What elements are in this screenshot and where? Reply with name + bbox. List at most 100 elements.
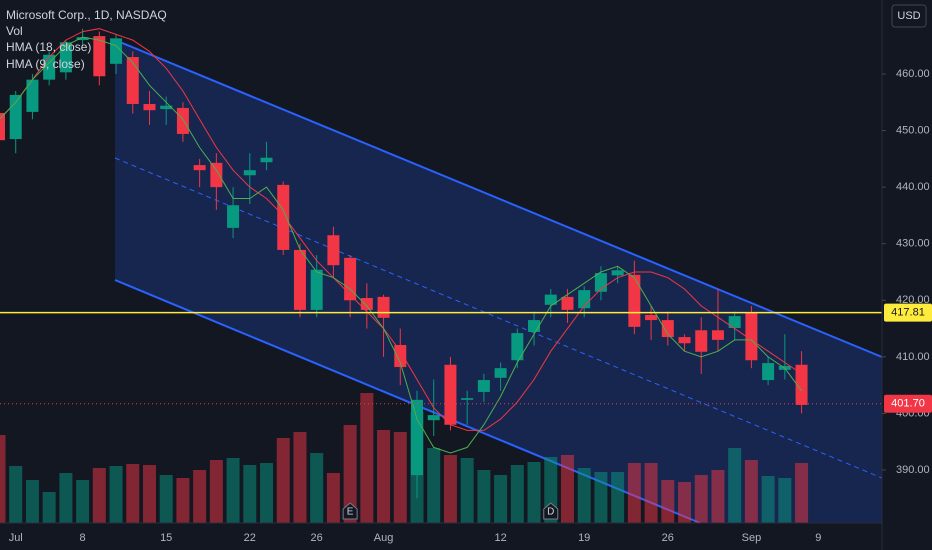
candle-body	[310, 269, 323, 310]
volume-bar	[594, 472, 608, 523]
price-label: 401.70	[891, 398, 925, 410]
volume-bar	[611, 472, 625, 523]
volume-bar	[109, 466, 123, 523]
candle-body	[645, 314, 658, 321]
x-tick-label: 22	[244, 532, 256, 544]
event-label: E	[347, 507, 354, 518]
volume-bar	[460, 458, 474, 523]
volume-bar	[176, 478, 190, 523]
volume-bar	[25, 480, 39, 523]
volume-bar	[293, 432, 307, 523]
price-label: 417.81	[891, 307, 925, 319]
volume-bar	[761, 476, 775, 523]
candle-body	[477, 380, 490, 392]
channel-upper	[114, 39, 883, 358]
candle-body	[511, 333, 524, 361]
regression-channel	[114, 39, 883, 524]
legend-hma9: HMA (9, close)	[6, 57, 85, 71]
candle-body	[427, 415, 440, 421]
candle-body	[711, 330, 724, 340]
channel-mid	[114, 157, 883, 479]
y-tick-label: 420.00	[896, 294, 930, 306]
volume-bar	[260, 463, 274, 523]
hma-line	[0, 28, 802, 431]
candle-body	[93, 36, 106, 77]
volume-bar	[678, 482, 692, 523]
candle-body	[611, 270, 624, 276]
legend-title: Microsoft Corp., 1D, NASDAQ	[6, 8, 167, 22]
candle-body	[26, 79, 39, 112]
candle-body	[795, 364, 808, 405]
x-tick-label: 8	[80, 532, 86, 544]
currency[interactable]: USD	[897, 10, 920, 22]
volume-bar	[527, 462, 541, 523]
volume-bar	[661, 480, 675, 523]
candle-body	[360, 298, 373, 310]
x-tick-label: Aug	[374, 532, 394, 544]
candle-body	[461, 398, 474, 400]
volume-bar	[778, 478, 792, 523]
candle-body	[444, 364, 457, 425]
candle-body	[628, 274, 641, 327]
volume-pane	[0, 393, 809, 523]
candle-body	[578, 290, 591, 309]
volume-bar	[728, 448, 742, 523]
x-tick-label: Jul	[9, 532, 23, 544]
volume-bar	[477, 470, 491, 523]
channel-fill	[115, 40, 882, 523]
volume-bar	[744, 460, 758, 523]
event-label: D	[547, 507, 554, 518]
volume-bar	[59, 473, 73, 523]
candle-body	[661, 320, 674, 338]
volume-bar	[76, 480, 90, 523]
legend-hma18: HMA (18, close)	[6, 40, 91, 54]
volume-bar	[427, 448, 441, 523]
candle-body	[59, 42, 72, 73]
volume-bar	[159, 475, 173, 523]
price-axis: 390.00400.00410.00420.00430.00440.00450.…	[882, 68, 932, 476]
y-tick-label: 440.00	[896, 181, 930, 193]
volume-bar	[711, 470, 725, 523]
volume-bar	[343, 425, 357, 523]
volume-bar	[310, 453, 324, 523]
candle-body	[210, 162, 223, 188]
x-tick-label: 19	[578, 532, 590, 544]
hma-line	[0, 36, 803, 454]
candle-body	[260, 157, 273, 163]
candle-body	[76, 37, 89, 41]
volume-bar	[377, 430, 391, 523]
candle-body	[544, 294, 557, 305]
y-tick-label: 410.00	[896, 351, 930, 363]
volume-bar	[209, 460, 223, 523]
candle-body	[143, 103, 156, 111]
candle-body	[243, 170, 256, 176]
candle-body	[762, 363, 775, 381]
y-tick-label: 450.00	[896, 124, 930, 136]
y-tick-label: 430.00	[896, 238, 930, 250]
event-marker	[543, 502, 559, 520]
candle-body	[411, 399, 423, 476]
volume-bar	[510, 465, 524, 523]
candle-body	[528, 320, 541, 332]
candle-body	[293, 249, 306, 310]
candle-body	[160, 105, 173, 110]
y-tick-label: 460.00	[896, 68, 930, 80]
volume-bar	[9, 466, 23, 523]
candle-body	[327, 235, 340, 266]
candle-body	[494, 368, 507, 378]
volume-bar	[494, 475, 508, 523]
volume-bar	[644, 463, 658, 523]
candle-body	[193, 165, 206, 171]
candle-body	[561, 296, 574, 310]
volume-bar	[0, 435, 6, 523]
volume-bar	[360, 393, 374, 523]
currency-button[interactable]	[891, 4, 927, 28]
volume-bar	[92, 468, 106, 523]
candle-body	[0, 113, 5, 141]
candle-body	[176, 107, 189, 134]
y-tick-label: 390.00	[896, 464, 930, 476]
candle-body	[227, 205, 240, 228]
x-tick-label: 12	[494, 532, 506, 544]
candle-body	[678, 337, 691, 344]
